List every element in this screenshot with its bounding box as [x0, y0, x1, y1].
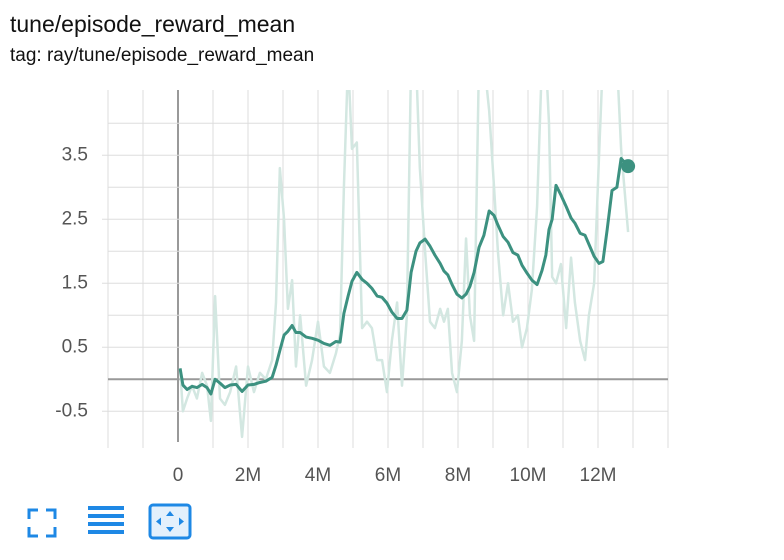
plot-area: [178, 90, 630, 439]
fit-domain-button[interactable]: [148, 503, 192, 540]
y-tick-label: 2.5: [62, 208, 88, 229]
x-tick-label: 8M: [445, 465, 471, 486]
grid: [102, 90, 669, 448]
toggle-log-button[interactable]: [88, 506, 124, 534]
raw-line: [178, 90, 630, 439]
x-tick-label: 10M: [510, 465, 547, 486]
chart-title: tune/episode_reward_mean: [10, 11, 295, 37]
x-tick-label: 2M: [235, 465, 261, 486]
y-tick-label: 1.5: [62, 272, 88, 293]
x-tick-label: 12M: [580, 465, 617, 486]
y-tick-label: 3.5: [62, 144, 88, 165]
last-point-marker: [621, 159, 636, 174]
smoothed-line: [178, 156, 630, 396]
x-tick-label: 0: [173, 465, 184, 486]
y-tick-label: 0.5: [62, 336, 88, 357]
tick-labels: -0.5 0.5 1.5 2.5 3.5 0 2M 4M 6M 8M 10M 12M: [55, 144, 616, 486]
x-tick-label: 4M: [305, 465, 331, 486]
chart-subtitle: tag: ray/tune/episode_reward_mean: [10, 45, 314, 66]
y-tick-label: -0.5: [55, 400, 88, 421]
x-tick-label: 6M: [375, 465, 401, 486]
fullscreen-button[interactable]: [27, 508, 57, 538]
